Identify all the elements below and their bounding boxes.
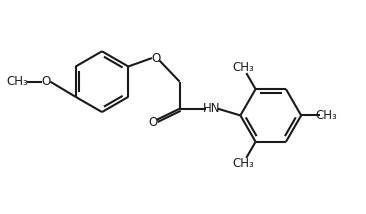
Text: CH₃: CH₃: [7, 75, 29, 88]
Text: CH₃: CH₃: [315, 109, 337, 122]
Text: O: O: [148, 116, 157, 129]
Text: HN: HN: [203, 102, 220, 115]
Text: O: O: [42, 75, 51, 88]
Text: CH₃: CH₃: [232, 157, 254, 170]
Text: CH₃: CH₃: [232, 61, 254, 74]
Text: O: O: [152, 52, 161, 65]
